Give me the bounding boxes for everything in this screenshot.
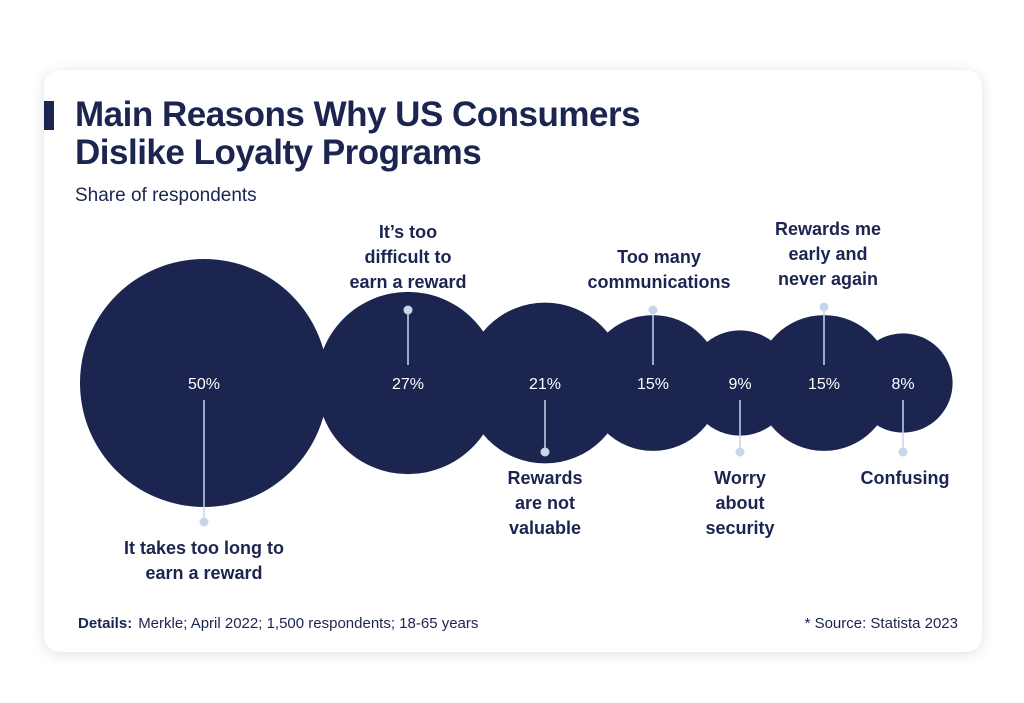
- connector-dot: [540, 447, 550, 457]
- connector-dot: [648, 305, 658, 315]
- details-label: Details:: [78, 615, 133, 632]
- category-label: Rewards: [507, 468, 582, 488]
- value-label: 8%: [891, 376, 914, 393]
- connector-dot: [819, 302, 829, 312]
- title-accent-bar: [44, 101, 54, 130]
- value-label: 27%: [392, 376, 424, 393]
- category-label: It takes too long to: [124, 538, 284, 558]
- category-label: earn a reward: [349, 272, 466, 292]
- connector-dot: [898, 447, 908, 457]
- bubble: [756, 315, 892, 451]
- value-label: 9%: [728, 376, 751, 393]
- details-note: Details: Merkle; April 2022; 1,500 respon…: [78, 615, 478, 632]
- category-label: early and: [788, 244, 867, 264]
- bubble: [853, 333, 953, 433]
- value-label: 50%: [188, 376, 220, 393]
- category-label: never again: [778, 269, 878, 289]
- category-label: Too many: [617, 247, 701, 267]
- value-label: 15%: [808, 376, 840, 393]
- connector-dot: [199, 517, 209, 527]
- bubble: [316, 291, 500, 475]
- value-label: 15%: [637, 376, 669, 393]
- value-label: 21%: [529, 376, 561, 393]
- chart-subtitle: Share of respondents: [75, 185, 257, 206]
- category-label: It’s too: [379, 222, 437, 242]
- category-label: communications: [587, 272, 730, 292]
- details-text: Merkle; April 2022; 1,500 respondents; 1…: [138, 615, 479, 632]
- category-label: Worry: [714, 468, 766, 488]
- category-label: valuable: [509, 518, 581, 538]
- category-label: security: [705, 518, 774, 538]
- source-note: * Source: Statista 2023: [804, 615, 958, 632]
- category-label: Confusing: [861, 468, 950, 488]
- category-label: about: [716, 493, 765, 513]
- bubble: [585, 315, 721, 451]
- category-label: difficult to: [365, 247, 452, 267]
- category-label: Rewards me: [775, 219, 881, 239]
- category-label: earn a reward: [145, 563, 262, 583]
- chart-title: Main Reasons Why US Consumers Dislike Lo…: [75, 95, 641, 172]
- bubble: [464, 302, 626, 464]
- category-label: are not: [515, 493, 575, 513]
- connector-dot: [403, 305, 413, 315]
- bubble: [80, 259, 328, 507]
- connector-dot: [735, 447, 745, 457]
